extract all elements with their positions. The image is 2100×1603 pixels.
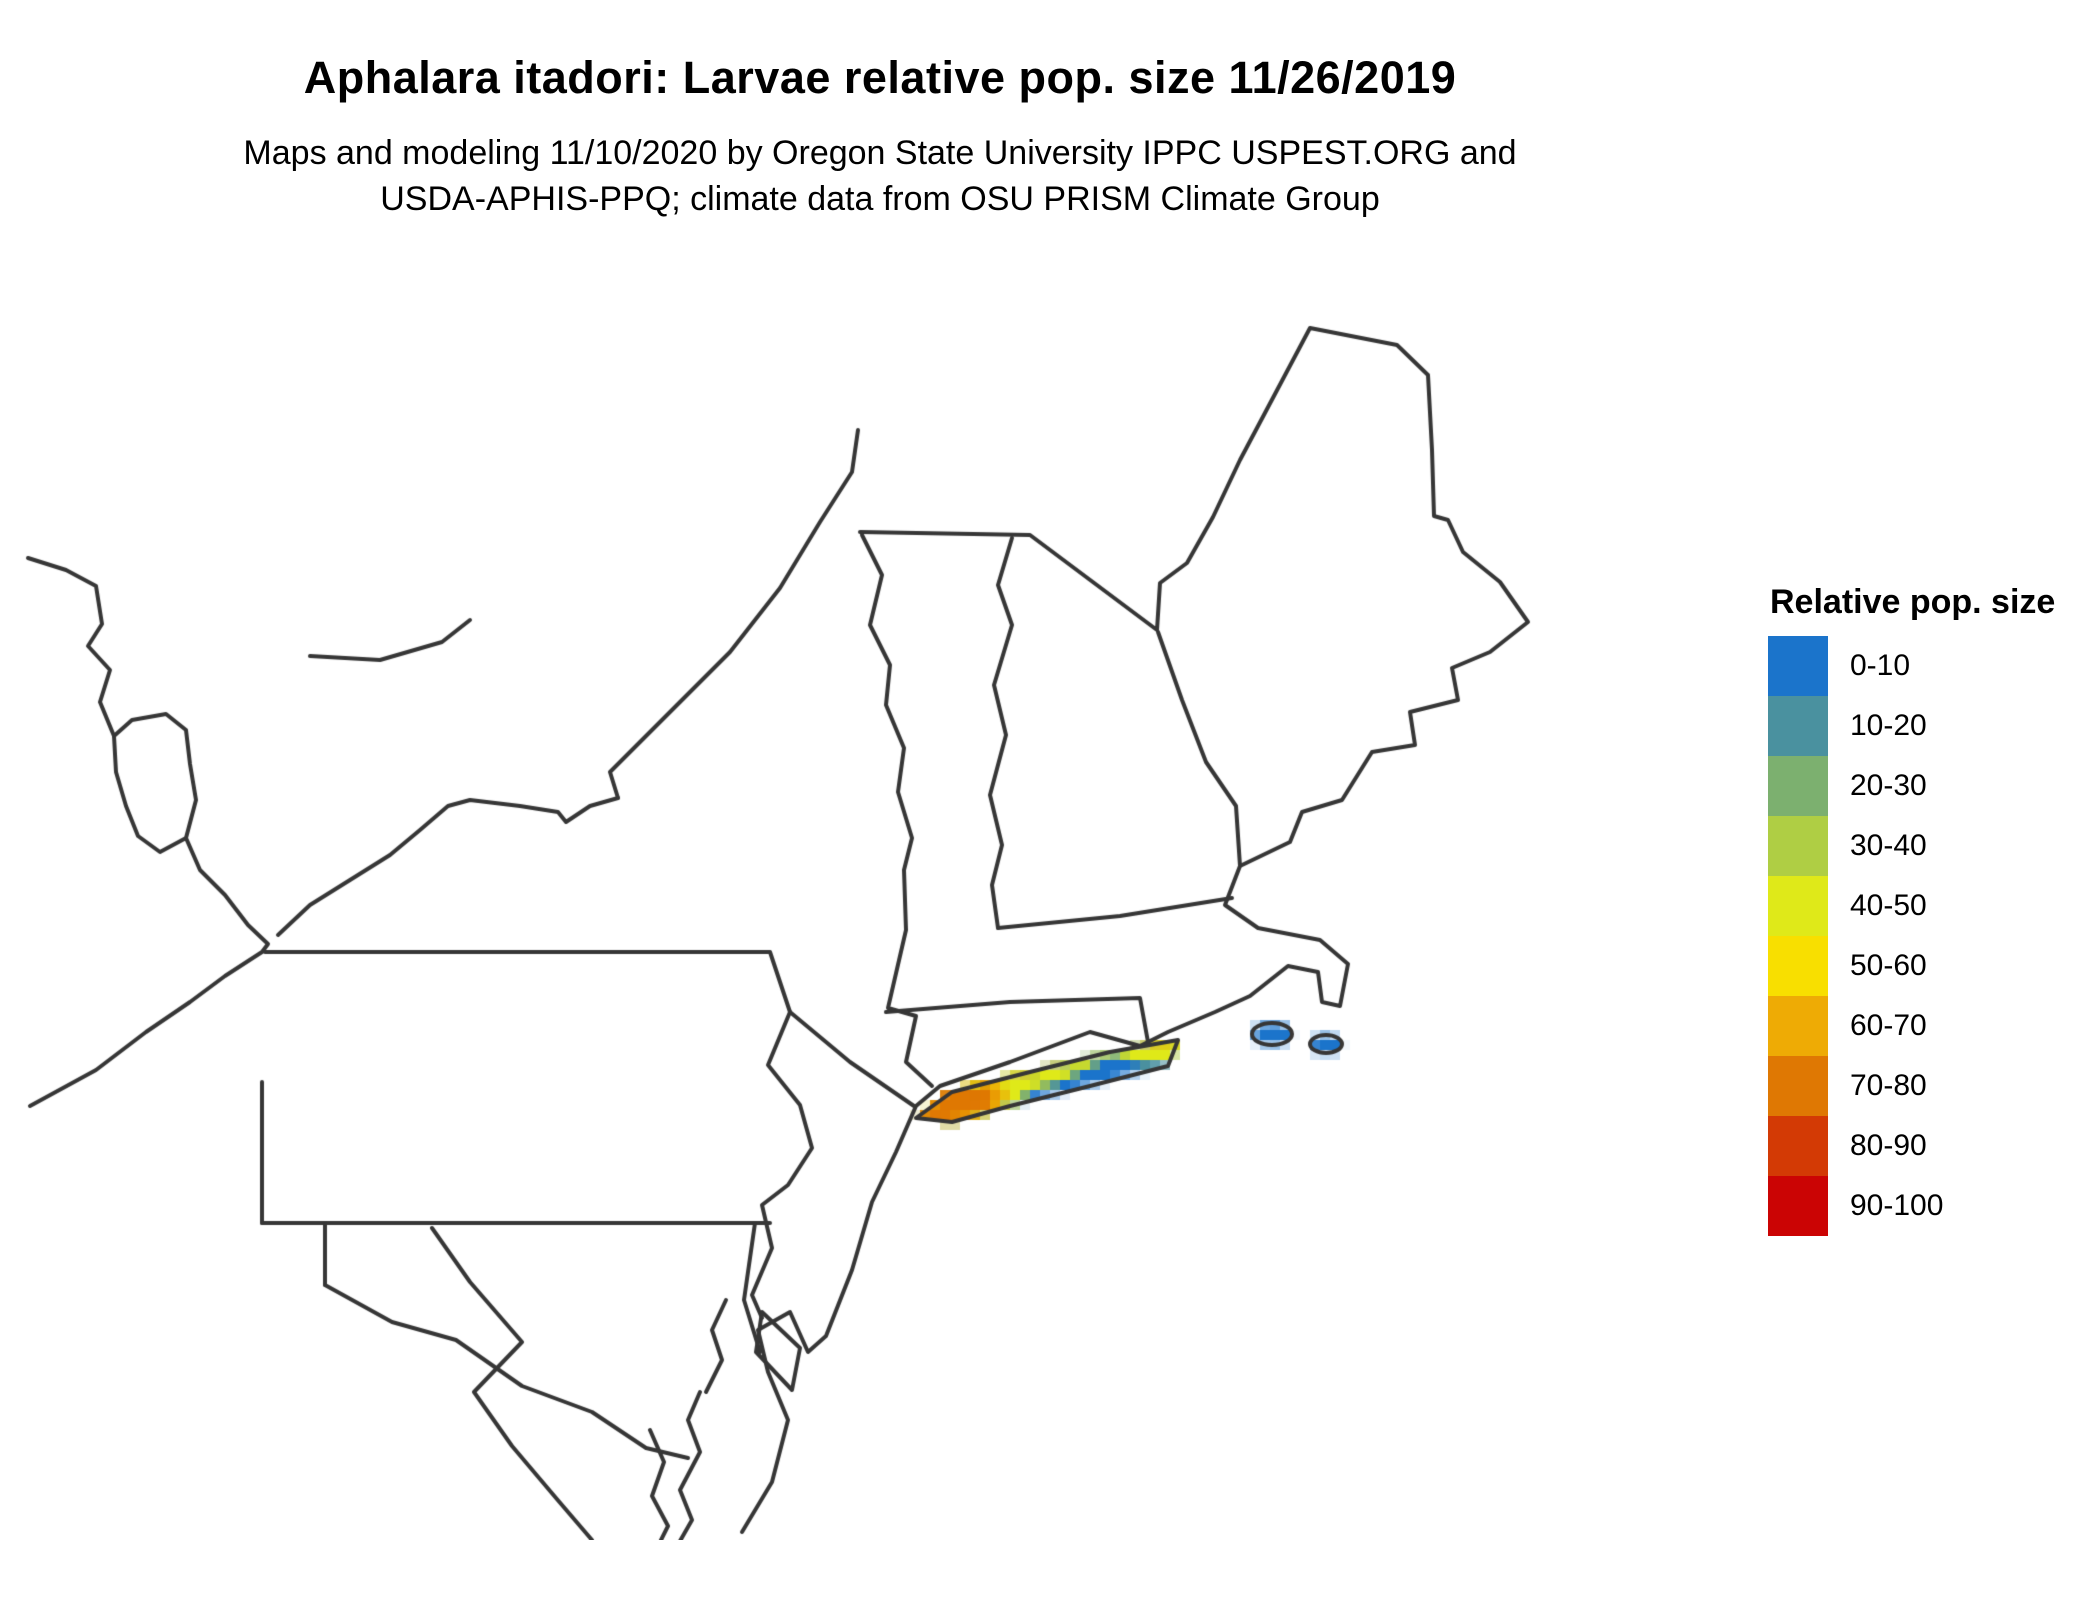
legend-swatch-80-90 [1768, 1116, 1828, 1176]
map-header: Aphalara itadori: Larvae relative pop. s… [0, 52, 1760, 222]
legend-label: 0-10 [1850, 649, 1911, 682]
page-subtitle-line1: Maps and modeling 11/10/2020 by Oregon S… [243, 134, 1517, 172]
legend-label: 90-100 [1850, 1189, 1944, 1222]
legend-label: 70-80 [1850, 1069, 1927, 1102]
legend-row: 30-40 [1768, 816, 2098, 876]
legend-rows: 0-10 10-20 20-30 30-40 40-50 50-60 60-70 70-80 8… [1768, 636, 2098, 1236]
legend-row: 70-80 [1768, 1056, 2098, 1116]
legend-row: 60-70 [1768, 996, 2098, 1056]
legend-label: 50-60 [1850, 949, 1927, 982]
legend-row: 50-60 [1768, 936, 2098, 996]
page-subtitle-line2: USDA-APHIS-PPQ; climate data from OSU PR… [380, 180, 1380, 218]
legend-swatch-90-100 [1768, 1176, 1828, 1236]
legend-label: 30-40 [1850, 829, 1927, 862]
legend-title: Relative pop. size [1770, 583, 2056, 621]
legend-label: 40-50 [1850, 889, 1927, 922]
legend-swatch-0-10 [1768, 636, 1828, 696]
legend-row: 40-50 [1768, 876, 2098, 936]
legend: Relative pop. size 0-10 10-20 20-30 30-40 40… [1768, 583, 2098, 1236]
legend-swatch-50-60 [1768, 936, 1828, 996]
legend-label: 10-20 [1850, 709, 1927, 742]
legend-row: 20-30 [1768, 756, 2098, 816]
legend-swatch-10-20 [1768, 696, 1828, 756]
legend-swatch-60-70 [1768, 996, 1828, 1056]
legend-swatch-20-30 [1768, 756, 1828, 816]
legend-swatch-30-40 [1768, 816, 1828, 876]
page-title: Aphalara itadori: Larvae relative pop. s… [303, 52, 1457, 103]
population-map-canvas [0, 230, 1560, 1540]
legend-swatch-70-80 [1768, 1056, 1828, 1116]
legend-label: 20-30 [1850, 769, 1927, 802]
legend-label: 60-70 [1850, 1009, 1927, 1042]
legend-row: 90-100 [1768, 1176, 2098, 1236]
legend-swatch-40-50 [1768, 876, 1828, 936]
legend-label: 80-90 [1850, 1129, 1927, 1162]
legend-row: 10-20 [1768, 696, 2098, 756]
legend-row: 0-10 [1768, 636, 2098, 696]
legend-row: 80-90 [1768, 1116, 2098, 1176]
